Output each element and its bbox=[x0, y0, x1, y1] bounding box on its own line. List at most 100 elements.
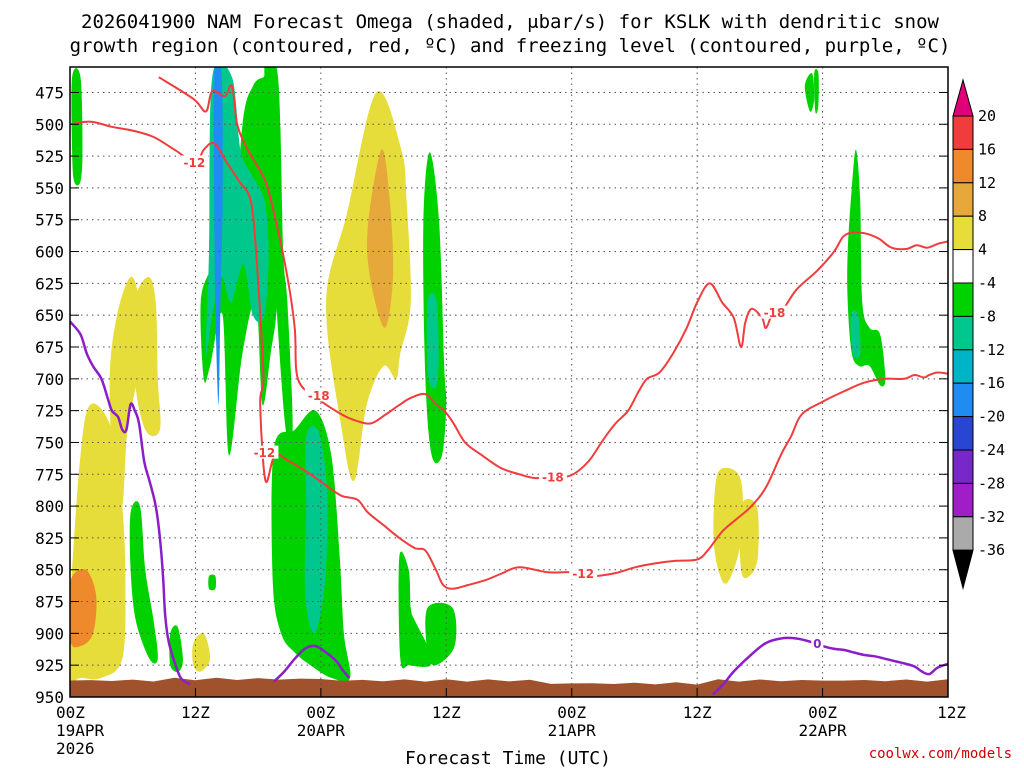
freezing-contour-1 bbox=[272, 644, 351, 683]
colorbar-bin-11 bbox=[952, 449, 974, 484]
y-tick-label-800: 800 bbox=[35, 497, 64, 516]
freezing-contour-0 bbox=[70, 320, 191, 686]
colorbar: 20 16 12 8 4 -4 -8 -12 -16 -20 -24 -28 -32 -36 bbox=[952, 78, 1005, 591]
ground-terrain bbox=[70, 677, 948, 697]
omega-region-23 bbox=[739, 498, 759, 579]
colorbar-bin-9 bbox=[952, 382, 974, 418]
y-tick-label-850: 850 bbox=[35, 561, 64, 580]
contour-label-bg-4 bbox=[569, 566, 598, 580]
contour-label-bg-2 bbox=[250, 445, 279, 459]
contour-label-6: 0 bbox=[813, 637, 821, 651]
omega-region-24 bbox=[814, 69, 819, 114]
grid-lines bbox=[70, 67, 948, 697]
colorbar-label-0: 20 bbox=[978, 107, 996, 125]
contour-lines bbox=[70, 76, 948, 696]
colorbar-label-7: -12 bbox=[978, 341, 1005, 359]
colorbar-label-6: -8 bbox=[978, 307, 996, 325]
contour-label-5: -18 bbox=[764, 306, 786, 320]
x-tick-label-24: 00Z bbox=[306, 703, 335, 722]
ground-band bbox=[70, 677, 948, 697]
colorbar-bin-5 bbox=[952, 249, 974, 284]
x-date-label-48: 21APR bbox=[548, 721, 597, 740]
omega-region-15 bbox=[326, 91, 411, 482]
colorbar-bin-13 bbox=[952, 516, 974, 551]
y-tick-label-500: 500 bbox=[35, 115, 64, 134]
contour-label-0: -12 bbox=[184, 156, 206, 170]
colorbar-label-4: 4 bbox=[978, 241, 987, 259]
x-tick-label-72: 00Z bbox=[808, 703, 837, 722]
y-tick-label-650: 650 bbox=[35, 306, 64, 325]
dgz-contour--18-1 bbox=[158, 76, 948, 480]
colorbar-bin-14 bbox=[952, 549, 974, 591]
freezing-contour-2 bbox=[711, 636, 948, 696]
contour-label-bg-5 bbox=[760, 305, 789, 319]
x-year-label: 2026 bbox=[56, 739, 95, 758]
x-tick-label-36: 12Z bbox=[432, 703, 461, 722]
colorbar-bin-4 bbox=[952, 215, 974, 251]
colorbar-label-12: -32 bbox=[978, 508, 1005, 526]
omega-region-21 bbox=[804, 73, 815, 112]
y-tick-label-700: 700 bbox=[35, 370, 64, 389]
x-tick-label-48: 00Z bbox=[557, 703, 586, 722]
omega-region-18 bbox=[426, 292, 439, 389]
y-tick-label-900: 900 bbox=[35, 624, 64, 643]
y-tick-label-925: 925 bbox=[35, 656, 64, 675]
contour-label-bg-6 bbox=[811, 636, 824, 650]
contour-label-bg-3 bbox=[538, 469, 567, 483]
colorbar-bin-10 bbox=[952, 416, 974, 451]
colorbar-bin-6 bbox=[952, 282, 974, 317]
colorbar-label-11: -28 bbox=[978, 474, 1005, 492]
plot-frame bbox=[69, 66, 949, 698]
y-tick-label-875: 875 bbox=[35, 593, 64, 612]
omega-region-12 bbox=[264, 67, 293, 446]
x-date-label-72: 22APR bbox=[798, 721, 847, 740]
colorbar-bin-1 bbox=[952, 115, 974, 150]
y-tick-label-750: 750 bbox=[35, 433, 64, 452]
colorbar-bin-3 bbox=[952, 182, 974, 217]
contour-label-2: -12 bbox=[254, 446, 276, 460]
y-axis: 475 500 525 550 575 600 625 650 675 700 725 750 775 8… bbox=[35, 83, 948, 707]
colorbar-bin-7 bbox=[952, 315, 974, 351]
contour-label-3: -18 bbox=[542, 470, 564, 484]
y-tick-label-475: 475 bbox=[35, 83, 64, 102]
y-tick-label-575: 575 bbox=[35, 211, 64, 230]
contour-label-bg-1 bbox=[304, 388, 333, 402]
colorbar-label-13: -36 bbox=[978, 541, 1005, 559]
omega-region-0 bbox=[71, 68, 83, 186]
x-axis-title: Forecast Time (UTC) bbox=[405, 748, 611, 768]
contour-label-bg-0 bbox=[180, 155, 209, 169]
omega-region-14 bbox=[304, 425, 328, 634]
colorbar-label-1: 16 bbox=[978, 140, 996, 158]
x-tick-label-0: 00Z bbox=[56, 703, 85, 722]
chart-title-line2: growth region (contoured, red, ºC) and f… bbox=[70, 35, 951, 57]
colorbar-bin-2 bbox=[952, 148, 974, 184]
contour-label-1: -18 bbox=[308, 389, 330, 403]
omega-region-20 bbox=[425, 602, 457, 666]
omega-region-19 bbox=[398, 551, 432, 669]
colorbar-label-10: -24 bbox=[978, 441, 1005, 459]
omega-region-8 bbox=[208, 574, 217, 591]
omega-region-26 bbox=[850, 310, 861, 359]
chart-title-line1: 2026041900 NAM Forecast Omega (shaded, μ… bbox=[81, 11, 939, 33]
colorbar-label-3: 8 bbox=[978, 207, 987, 225]
omega-region-2 bbox=[70, 569, 97, 648]
y-tick-label-550: 550 bbox=[35, 179, 64, 198]
colorbar-bin-12 bbox=[952, 482, 974, 518]
credit-label: coolwx.com/models bbox=[869, 746, 1012, 762]
y-tick-label-625: 625 bbox=[35, 274, 64, 293]
omega-shading bbox=[70, 67, 886, 684]
x-tick-label-84: 12Z bbox=[937, 703, 966, 722]
omega-region-4 bbox=[133, 277, 161, 437]
colorbar-bin-8 bbox=[952, 349, 974, 384]
x-tick-label-12: 12Z bbox=[181, 703, 210, 722]
omega-region-3 bbox=[109, 276, 141, 509]
x-tick-label-60: 12Z bbox=[683, 703, 712, 722]
y-tick-label-600: 600 bbox=[35, 243, 64, 262]
contour-labels: -12 -18 -12 -18 -12 -18 0 bbox=[180, 155, 824, 651]
y-tick-label-675: 675 bbox=[35, 338, 64, 357]
colorbar-label-9: -20 bbox=[978, 408, 1005, 426]
dgz-contour--12-0 bbox=[70, 120, 948, 590]
y-tick-label-825: 825 bbox=[35, 529, 64, 548]
